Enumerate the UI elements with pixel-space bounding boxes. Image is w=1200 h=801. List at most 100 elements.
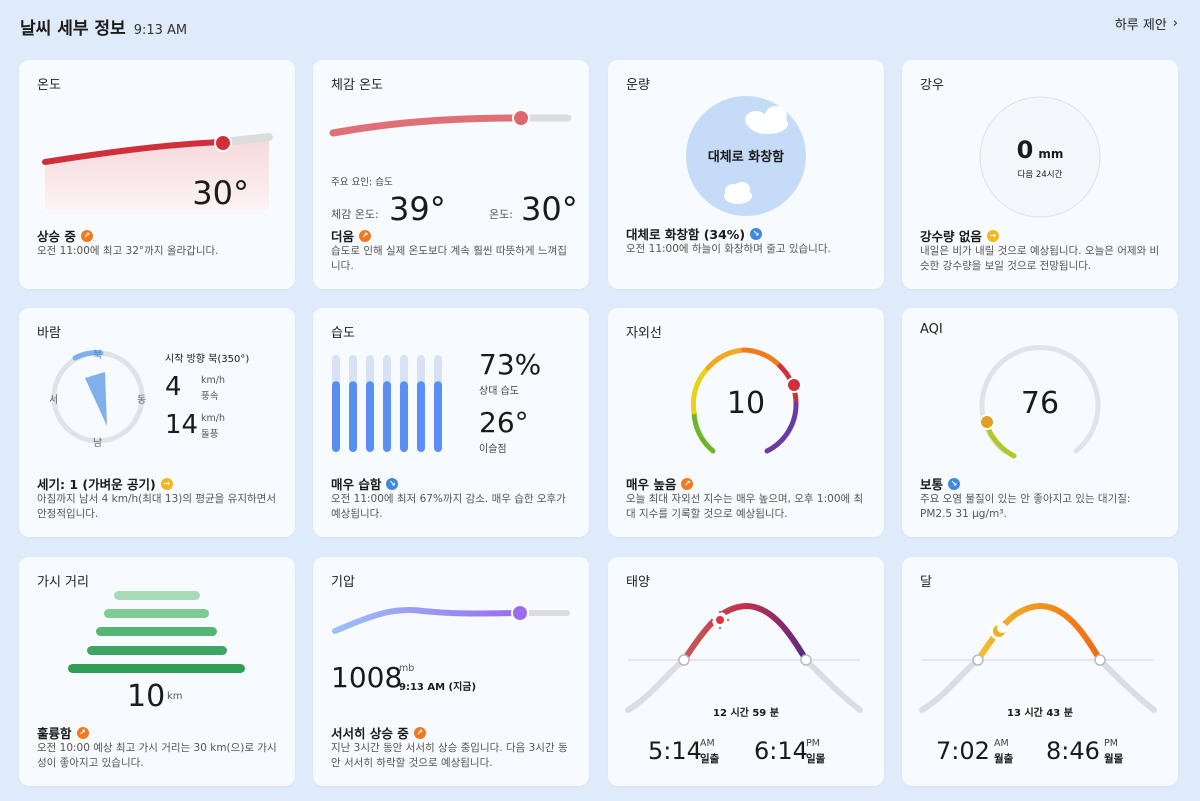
dew-point-label: 이슬점 [479,444,507,455]
description: 오전 11:00에 최저 67%까지 감소. 매우 습한 오후가 예상됩니다. [331,493,566,520]
current-temp-marker [214,134,232,152]
status-text: 세기: 1 (가벼운 공기) → [37,474,173,493]
trend-up-icon: ↗ [359,229,372,242]
precipitation-gauge [979,96,1101,218]
moonset-time: 8:46 [1046,737,1100,765]
temp-value: 30° [521,190,578,228]
uv-value: 10 [726,386,766,421]
precipitation-card[interactable]: 강우 0 mm 다음 24시간 강수량 없음 → 내일은 비가 내릴 것으로 예… [902,60,1178,289]
humidity-bar-fill [400,381,408,452]
humidity-bar-fill [434,381,442,452]
status-label: 훌륭함 [37,726,72,741]
card-title: 바람 [37,326,61,341]
pressure-card[interactable]: 기압 1008 mb 9:13 AM (지금) 서서히 상승 중 ↗ 지난 3시… [313,557,589,786]
wind-speed-label: 풍속 [201,391,219,402]
wind-direction-text: 시작 방향 북(350°) [165,354,250,365]
status-label: 매우 높음 [626,477,677,492]
status-text: 대체로 화창함 (34%) ↘ [626,224,763,243]
status-text: 상승 중 ↗ [37,226,93,245]
humidity-bar-fill [366,381,374,452]
moonrise-marker [972,654,984,666]
trend-down-icon: ↘ [948,477,961,490]
trend-up-icon: ↗ [80,229,93,242]
aqi-card[interactable]: AQI 76 보통 ↘ 주요 오염 물질이 있는 안 좋아지고 있는 대기질: … [902,308,1178,537]
compass-west: 서 [49,395,59,406]
sunrise-ampm: AM [700,738,715,749]
moon-path-graph [919,602,1157,713]
description: 주요 오염 물질이 있는 안 좋아지고 있는 대기질: PM2.5 31 μg/… [920,493,1131,520]
humidity-bar-fill [383,381,391,452]
status-label: 보통 [920,477,944,492]
status-label: 더움 [331,229,355,244]
gust-unit: km/h [201,413,225,424]
pressure-time: 9:13 AM (지금) [399,682,477,693]
pressure-value: 1008 [331,661,403,694]
uv-marker [786,377,802,393]
cloud-cover-graphic [686,96,806,216]
relative-humidity-value: 73% [479,348,542,381]
moonset-ampm: PM [1104,738,1118,749]
status-label: 대체로 화창함 (34%) [626,227,746,242]
compass-east: 동 [137,395,147,406]
status-text: 강수량 없음 → [920,226,999,245]
trend-down-icon: ↘ [750,227,763,240]
status-text: 훌륭함 ↗ [37,723,89,742]
current-pressure-marker [511,604,529,622]
temperature-card[interactable]: 온도 30° 상승 중 ↗ 오전 11:00에 최고 32°까지 올라갑니다. [19,60,295,289]
moonset-label: 월몰 [1104,753,1124,765]
description: 오늘 최대 자외선 지수는 매우 높으며, 오후 1:00에 최대 지수를 기록… [626,493,864,520]
card-title: AQI [920,322,943,337]
description: 내일은 비가 내릴 것으로 예상됩니다. 오늘은 어제와 비슷한 강수량을 보일… [920,245,1160,272]
description: 오전 10:00 예상 최고 가시 거리는 30 km(으)로 가시성이 좋아지… [37,742,277,769]
trend-up-icon: ↗ [681,477,694,490]
card-title: 자외선 [626,326,662,341]
cloud-circle-label: 대체로 화창함 [707,150,785,165]
relative-humidity-label: 상대 습도 [479,386,519,397]
feels-value: 39° [389,190,446,228]
aqi-gauge [979,345,1101,459]
current-feels-marker [512,109,530,127]
wind-card[interactable]: 바람 북 남 동 서 시작 방향 북(350°) 4 km/h 풍속 14 km… [19,308,295,537]
description: 오전 11:00에 하늘이 화창하며 줄고 있습니다. [626,243,831,255]
temperature-value: 30° [192,174,249,212]
humidity-bars [332,355,442,452]
uv-index-card[interactable]: 자외선 10 매우 높음 ↗ 오늘 최대 자외선 지수는 매우 높으며, 오후 … [608,308,884,537]
status-label: 세기: 1 (가벼운 공기) [37,477,156,492]
cloud-cover-card[interactable]: 운량 대체로 화창함 대체로 화창함 (34%) ↘ 오전 11:00에 하늘이… [608,60,884,289]
card-title: 습도 [331,326,355,341]
moonrise-ampm: AM [994,738,1009,749]
sunset-ampm: PM [806,738,820,749]
status-label: 서서히 상승 중 [331,726,409,741]
aqi-value: 76 [1020,386,1060,421]
visibility-unit: km [167,691,183,702]
card-title: 기압 [331,575,355,590]
daily-suggestion-link[interactable]: 하루 제안 › [1115,14,1178,33]
moon-card[interactable]: 달 13 시간 43 분 7:02 AM 월출 8:46 PM 월몰 [902,557,1178,786]
status-label: 강수량 없음 [920,229,982,244]
temp-label: 온도: [489,208,513,221]
compass-north: 북 [93,350,103,361]
precip-unit: mm [1038,147,1064,161]
visibility-card[interactable]: 가시 거리 10 km 훌륭함 ↗ 오전 10:00 예상 최고 가시 거리는 … [19,557,295,786]
feels-like-graph [329,109,572,137]
sun-card[interactable]: 태양 12 시간 59 분 5:14 AM 일출 6:14 PM 일몰 [608,557,884,786]
precip-sub: 다음 24시간 [1017,170,1063,180]
header-time: 9:13 AM [133,23,188,38]
precip-value-wrap: 0 mm [980,136,1100,164]
card-title: 가시 거리 [37,575,89,590]
moonlight-duration: 13 시간 43 분 [1007,708,1073,719]
description: 지난 3시간 동안 서서히 상승 중입니다. 다음 3시간 동안 서서히 하락할… [331,742,568,769]
feels-like-card[interactable]: 체감 온도 주요 요인: 습도 체감 온도: 39° 온도: 30° 더움 ↗ … [313,60,589,289]
status-text: 매우 높음 ↗ [626,474,694,493]
sunset-marker [800,654,812,666]
cloud-icon [724,106,788,204]
dew-point-value: 26° [479,406,529,439]
trend-up-icon: ↗ [76,726,89,739]
factor-text: 주요 요인: 습도 [331,177,393,188]
humidity-card[interactable]: 습도 73% 상대 습도 26° 이슬점 매우 습함 ↘ 오전 11:00에 최… [313,308,589,537]
pressure-unit: mb [399,663,415,674]
wind-compass [51,350,145,444]
status-text: 매우 습함 ↘ [331,474,399,493]
wind-speed-unit: km/h [201,375,225,386]
sun-icon [711,611,729,629]
